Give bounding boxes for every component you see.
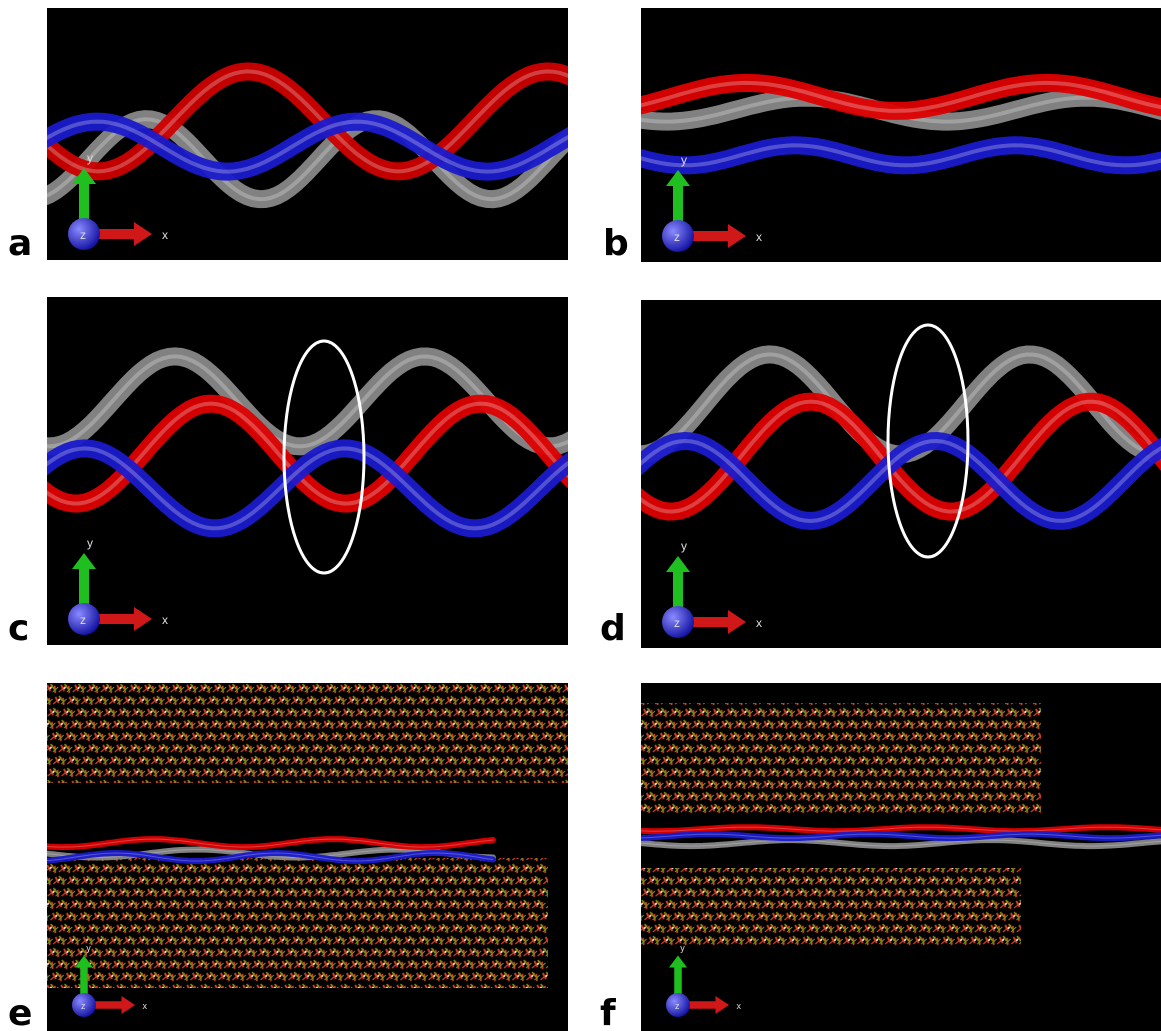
axis-label-z: z: [80, 613, 86, 627]
axis-label-x: x: [143, 1001, 148, 1011]
render: z y x: [631, 8, 1161, 262]
panel: z y x: [37, 297, 577, 645]
render: z y x: [37, 8, 577, 260]
axis-label-z: z: [81, 1001, 86, 1011]
crystal-top: [641, 703, 1041, 813]
axis-label-y: y: [87, 151, 93, 165]
panel: z y x: [631, 8, 1161, 262]
panel-background: [641, 8, 1161, 262]
axis-label-x: x: [162, 613, 168, 627]
axis-label-z: z: [674, 616, 680, 630]
panel-label: f: [600, 993, 616, 1031]
axis-label-x: x: [756, 230, 762, 244]
panel-label: b: [603, 223, 629, 264]
axis-label-y: y: [86, 943, 91, 953]
panel: z y x: [37, 683, 568, 1031]
axis-label-y: y: [680, 943, 685, 953]
panel-label: a: [8, 223, 32, 264]
render: z y x: [631, 300, 1161, 648]
panel-label: e: [8, 993, 32, 1031]
panel: z y x: [631, 683, 1161, 1031]
axis-label-x: x: [756, 616, 762, 630]
crystal-bottom: [47, 858, 548, 988]
crystal-bottom: [641, 868, 1021, 948]
axis-label-x: x: [162, 228, 168, 242]
render: z y x: [631, 683, 1161, 1031]
panel-label: c: [8, 608, 29, 649]
figure: z y x a z y x b z y x c z y x d z y x e z y x f: [0, 0, 1161, 1031]
axis-label-y: y: [681, 153, 687, 167]
axis-label-x: x: [737, 1001, 742, 1011]
axis-label-y: y: [681, 539, 687, 553]
render: z y x: [37, 683, 568, 1031]
panel-label: d: [600, 608, 626, 649]
axis-label-z: z: [80, 228, 86, 242]
render: z y x: [37, 297, 577, 645]
axis-label-z: z: [675, 1001, 680, 1011]
panel: z y x: [631, 300, 1161, 648]
axis-label-y: y: [87, 536, 93, 550]
panel: z y x: [37, 8, 577, 260]
crystal-top: [47, 683, 568, 783]
axis-label-z: z: [674, 230, 680, 244]
